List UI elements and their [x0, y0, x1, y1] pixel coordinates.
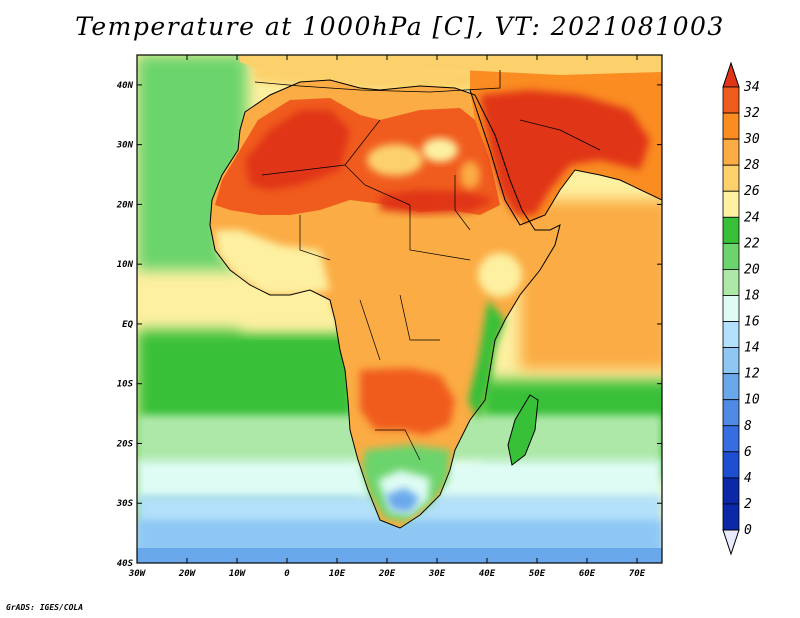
colorbar-label: 22	[744, 236, 760, 251]
colorbar-label: 14	[744, 341, 760, 356]
colorbar-segment	[722, 190, 740, 218]
lat-label: 10S	[117, 380, 134, 390]
colorbar-label: 34	[743, 80, 760, 95]
lon-label: 10E	[329, 569, 346, 579]
colorbar-label: 2	[744, 497, 752, 512]
lon-label: 70E	[629, 569, 646, 579]
colorbar-label: 0	[744, 523, 752, 538]
temperature-field	[137, 55, 662, 563]
lon-label: 50E	[529, 569, 546, 579]
lat-label: 10N	[117, 260, 134, 270]
chart-title: Temperature at 1000hPa [C], VT: 20210810…	[75, 12, 725, 41]
lon-label: 60E	[579, 569, 596, 579]
colorbar-segment	[722, 138, 740, 166]
colorbar-segment	[722, 112, 740, 140]
colorbar-segment	[722, 295, 740, 322]
colorbar-label: 20	[744, 262, 760, 277]
colorbar-label: 8	[744, 419, 752, 434]
lat-label: 30S	[116, 499, 134, 509]
lon-label: 20E	[378, 569, 396, 579]
lon-label: 30E	[428, 569, 446, 579]
colorbar-label: 12	[744, 367, 760, 382]
colorbar-segment	[722, 373, 740, 401]
map-ticks	[136, 55, 662, 564]
colorbar-segment	[722, 86, 740, 114]
colorbar-segment	[722, 399, 740, 427]
lon-label: 30W	[128, 569, 147, 579]
lat-label: 20S	[116, 439, 134, 449]
colorbar-bottom-arrow	[722, 529, 740, 556]
colorbar-label: 26	[744, 184, 760, 199]
lon-label: 40E	[479, 569, 496, 579]
colorbar-label: 30	[743, 132, 760, 147]
colorbar-label: 10	[744, 393, 760, 408]
latitude-labels: 40N 30N 20N 10N EQ 10S 20S 30S 40S	[116, 81, 134, 569]
colorbar-label: 16	[744, 315, 760, 330]
lat-label: 20N	[116, 200, 134, 210]
colorbar-label: 28	[744, 158, 760, 173]
colorbar-segment	[722, 216, 740, 244]
colorbar-label: 18	[744, 288, 760, 303]
lon-label: 10W	[229, 569, 247, 579]
lat-label: 40S	[117, 559, 134, 569]
colorbar-segment	[722, 503, 740, 531]
lat-label: 40N	[117, 81, 134, 91]
colorbar-label: 6	[744, 445, 752, 460]
colorbar-segment	[722, 477, 740, 505]
colorbar-segment	[722, 269, 740, 296]
colorbar-segment	[722, 347, 740, 375]
longitude-labels: 30W 20W 10W 0 10E 20E 30E 40E 50E 60E 70E	[128, 569, 646, 579]
lon-label: 20W	[178, 569, 197, 579]
colorbar-segment	[722, 164, 740, 192]
lat-label: EQ	[122, 320, 133, 330]
lon-label: 0	[284, 569, 290, 579]
colorbar-label: 32	[743, 106, 760, 121]
map-frame	[136, 54, 663, 564]
colorbar-segment	[722, 425, 740, 453]
lat-label: 30N	[116, 141, 134, 151]
colorbar-top-arrow	[722, 61, 740, 88]
colorbar-segment	[722, 321, 740, 348]
colorbar-segment	[722, 451, 740, 479]
colorbar-label: 24	[744, 210, 760, 225]
credit-label: GrADS: IGES/COLA	[6, 603, 84, 612]
colorbar-label: 4	[744, 471, 752, 486]
colorbar-segment	[722, 242, 740, 270]
